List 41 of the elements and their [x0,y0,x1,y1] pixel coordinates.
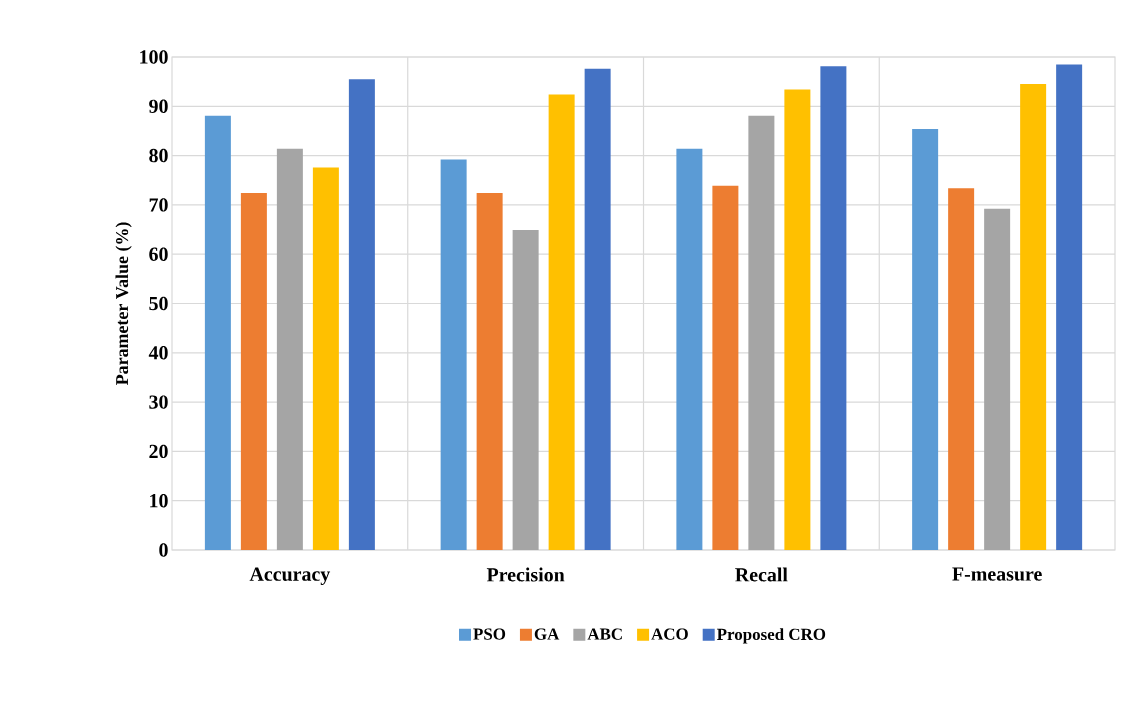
bar [748,115,775,550]
legend-label: Proposed CRO [716,628,826,644]
bar [476,193,503,550]
bar [312,167,339,550]
bar [548,94,575,550]
bar [276,148,303,550]
bar [1056,64,1083,550]
y-tick-label: 40 [148,346,168,360]
y-tick-label: 0 [159,543,168,557]
bar [240,193,267,550]
legend-label: PSO [473,628,506,640]
bar [348,79,375,550]
bar [512,230,539,550]
x-tick-label: F-measure [952,567,1042,581]
bar [912,128,939,550]
y-tick-label: 100 [140,50,168,64]
y-tick-label: 90 [149,99,168,114]
y-tick-label: 10 [150,493,168,508]
bar [1020,84,1047,550]
bar [676,148,703,550]
legend-label: ACO [651,628,688,640]
bar [440,159,467,550]
bar [948,188,975,550]
y-tick-label: 70 [149,198,168,212]
y-tick-label: 60 [149,247,168,261]
bar [712,185,739,550]
bar [784,89,811,550]
y-tick-label: 50 [149,296,168,311]
x-tick-label: Precision [486,567,565,582]
bar [820,66,847,550]
y-axis-title: Parameter Value (%) [115,222,132,386]
bar [204,115,231,550]
y-tick-label: 20 [149,444,168,459]
y-tick-label: 80 [149,148,168,163]
x-tick-label: Accuracy [249,567,331,585]
legend-label: GA [534,628,560,640]
bar [584,68,611,550]
legend-label: ABC [587,628,622,640]
y-tick-label: 30 [149,395,168,409]
bar [984,208,1011,550]
x-tick-label: Recall [735,567,788,582]
